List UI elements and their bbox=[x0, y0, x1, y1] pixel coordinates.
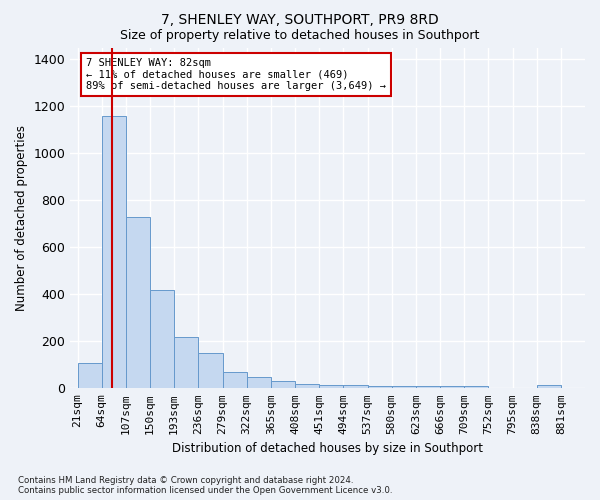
Y-axis label: Number of detached properties: Number of detached properties bbox=[15, 125, 28, 311]
Bar bbox=[319, 385, 343, 388]
Bar bbox=[247, 377, 271, 388]
Text: 7, SHENLEY WAY, SOUTHPORT, PR9 8RD: 7, SHENLEY WAY, SOUTHPORT, PR9 8RD bbox=[161, 12, 439, 26]
Bar bbox=[174, 337, 199, 388]
Bar bbox=[271, 382, 295, 388]
Bar bbox=[416, 386, 440, 388]
Bar bbox=[295, 384, 319, 388]
Bar bbox=[126, 216, 150, 388]
Bar bbox=[150, 290, 174, 388]
Bar bbox=[199, 353, 223, 388]
Bar bbox=[392, 386, 416, 388]
Text: Contains HM Land Registry data © Crown copyright and database right 2024.
Contai: Contains HM Land Registry data © Crown c… bbox=[18, 476, 392, 495]
Bar bbox=[368, 386, 392, 388]
Bar bbox=[440, 386, 464, 388]
Bar bbox=[77, 363, 102, 388]
Text: 7 SHENLEY WAY: 82sqm
← 11% of detached houses are smaller (469)
89% of semi-deta: 7 SHENLEY WAY: 82sqm ← 11% of detached h… bbox=[86, 58, 386, 91]
X-axis label: Distribution of detached houses by size in Southport: Distribution of detached houses by size … bbox=[172, 442, 483, 455]
Bar bbox=[102, 116, 126, 388]
Bar bbox=[536, 386, 561, 388]
Bar bbox=[343, 386, 368, 388]
Text: Size of property relative to detached houses in Southport: Size of property relative to detached ho… bbox=[121, 28, 479, 42]
Bar bbox=[464, 386, 488, 388]
Bar bbox=[223, 372, 247, 388]
